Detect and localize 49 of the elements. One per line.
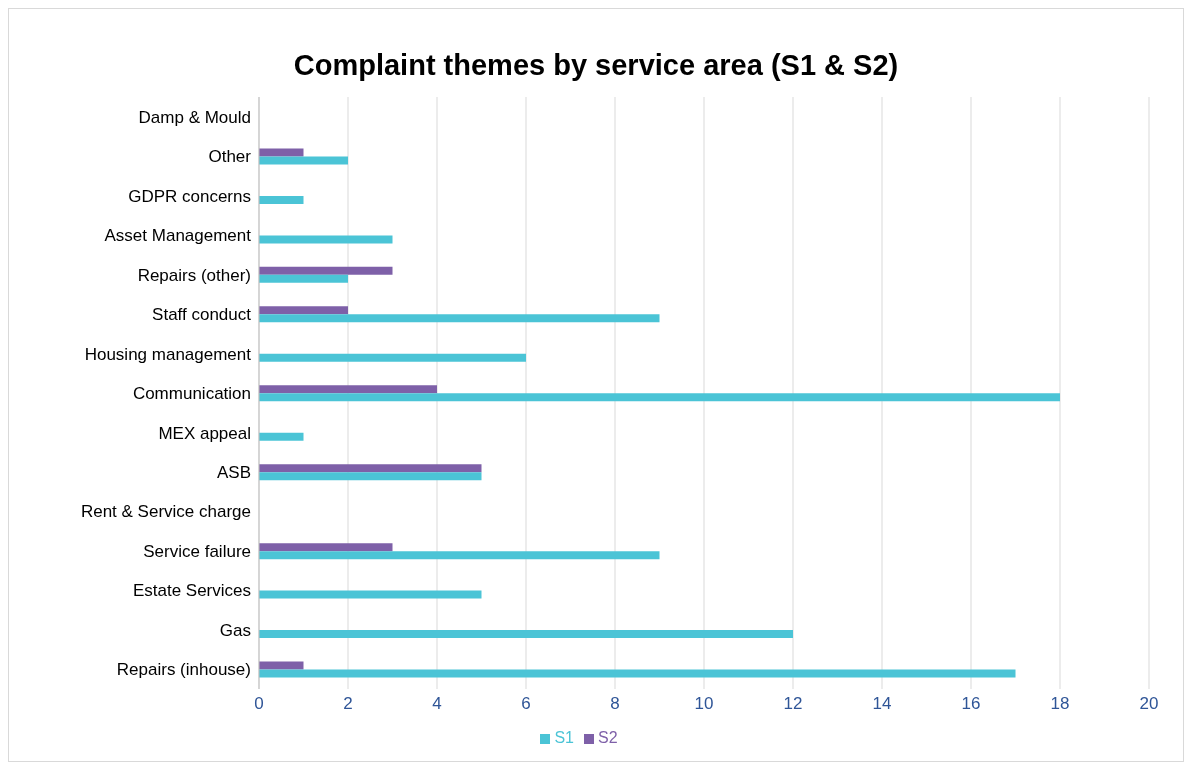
y-tick-label: Housing management	[84, 344, 252, 364]
x-tick-label: 8	[610, 694, 620, 714]
legend-label: S1	[554, 729, 574, 746]
bar	[259, 464, 482, 473]
x-tick-label: 18	[1050, 694, 1070, 714]
x-tick-label: 20	[1139, 694, 1159, 714]
bar	[259, 630, 793, 639]
x-tick-label: 6	[521, 694, 531, 714]
y-tick-label: Communication	[132, 384, 251, 404]
bar	[259, 353, 526, 362]
x-tick-label: 14	[872, 694, 892, 714]
bar	[259, 551, 660, 560]
x-tick-label: 2	[343, 694, 353, 714]
bar	[259, 274, 348, 283]
chart-title: Complaint themes by service area (S1 & S2)	[292, 48, 900, 83]
x-tick-label: 16	[961, 694, 981, 714]
bar	[259, 306, 348, 315]
bar	[259, 195, 304, 204]
bar	[259, 393, 1060, 402]
bar	[259, 266, 393, 275]
y-tick-label: Other	[208, 147, 252, 167]
bar	[259, 669, 1016, 678]
x-tick-label: 10	[694, 694, 714, 714]
bar	[259, 543, 393, 552]
bar	[259, 432, 304, 441]
y-tick-label: Asset Management	[104, 226, 252, 246]
y-tick-label: ASB	[216, 462, 251, 482]
bar	[259, 235, 393, 244]
legend-label: S2	[598, 729, 618, 746]
y-tick-label: Repairs (other)	[137, 265, 251, 285]
x-tick-label: 12	[783, 694, 803, 714]
y-tick-label: GDPR concerns	[128, 186, 251, 206]
bar	[259, 472, 482, 481]
x-tick-label: 0	[254, 694, 264, 714]
y-tick-label: Staff conduct	[152, 305, 252, 325]
bar	[259, 314, 660, 323]
y-tick-label: Damp & Mould	[138, 107, 251, 127]
bar	[259, 385, 437, 394]
bar	[259, 156, 348, 165]
y-tick-label: Service failure	[143, 541, 251, 561]
y-tick-label: Repairs (inhouse)	[116, 660, 251, 680]
bar	[259, 590, 482, 599]
bar	[259, 661, 304, 670]
y-tick-label: Estate Services	[132, 581, 251, 601]
x-tick-label: 4	[432, 694, 442, 714]
y-tick-label: MEX appeal	[158, 423, 251, 443]
y-tick-label: Rent & Service charge	[80, 502, 251, 522]
bar	[259, 148, 304, 157]
y-tick-label: Gas	[219, 620, 251, 640]
